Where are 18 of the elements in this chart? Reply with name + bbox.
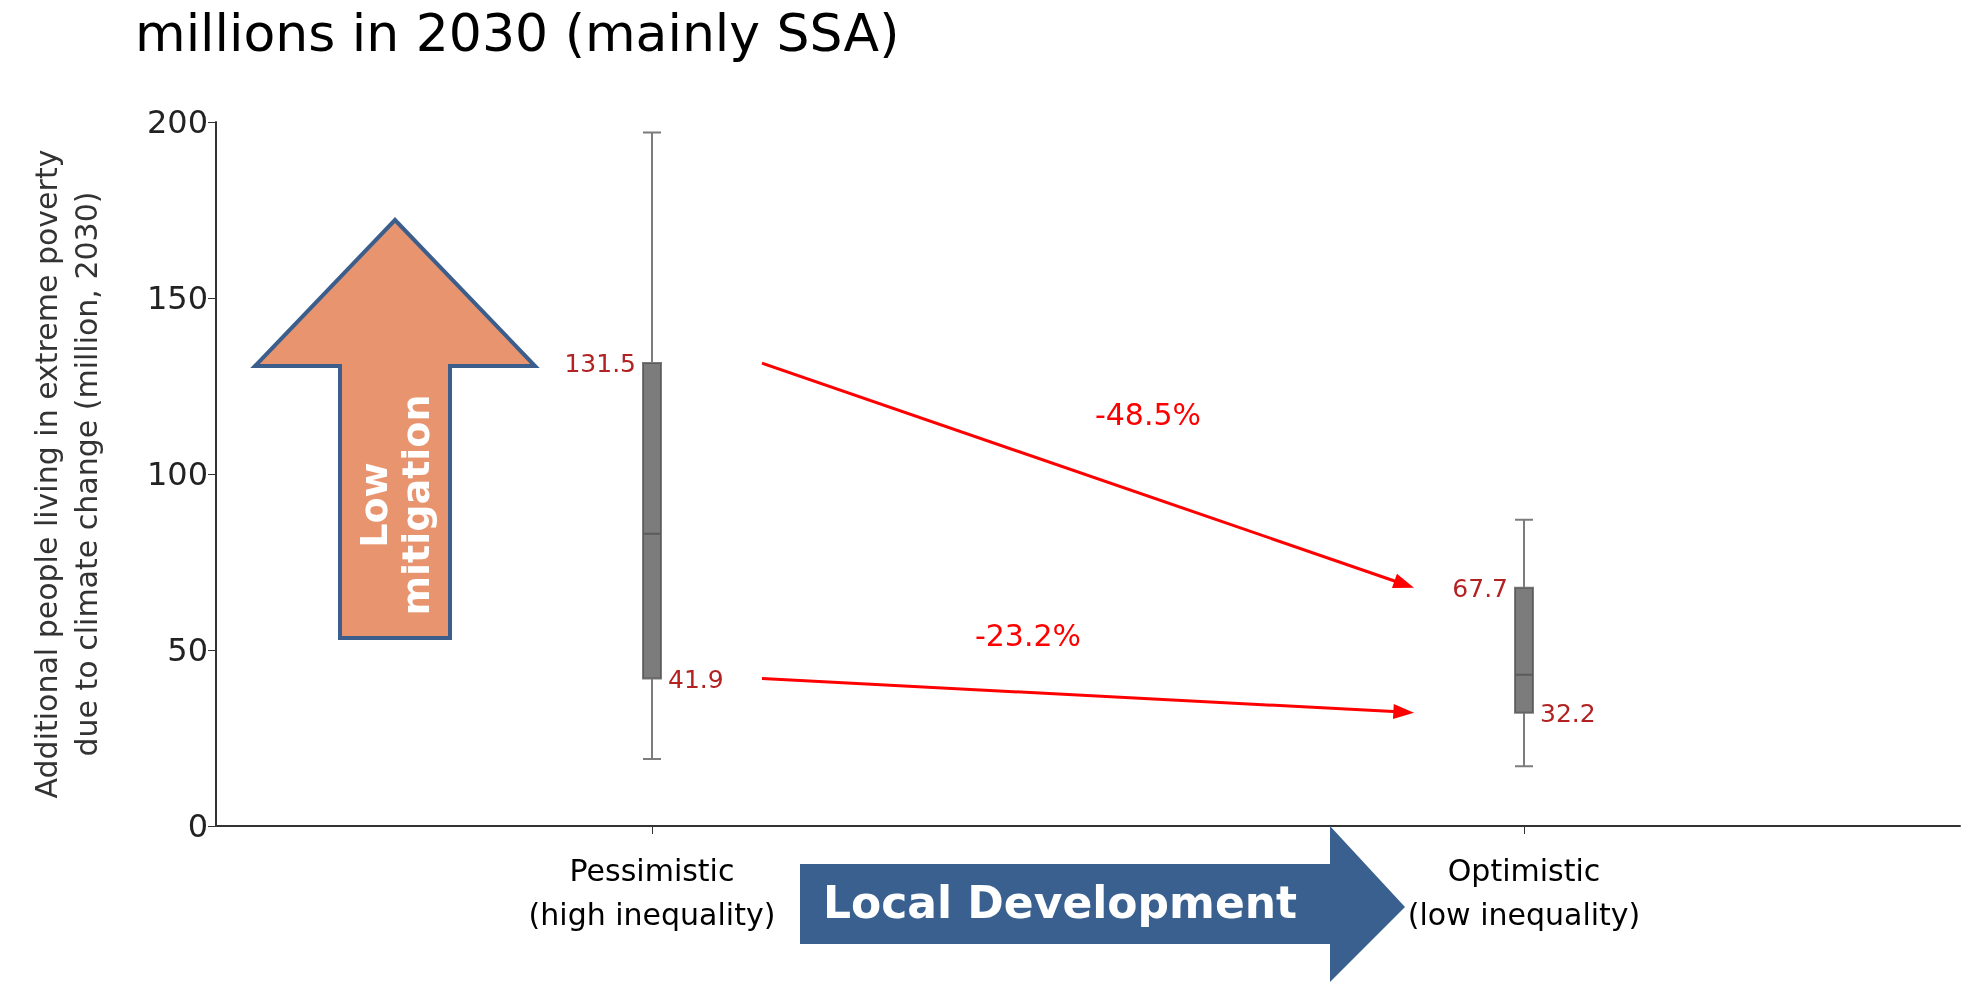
- y-tick-label: 150: [146, 279, 208, 317]
- y-tick-label: 100: [146, 455, 208, 493]
- x-tick-label: Optimistic (low inequality): [1407, 852, 1641, 932]
- annotation: 67.7: [1452, 573, 1508, 603]
- annotation: -23.2%: [974, 617, 1082, 653]
- x-tick-label: Pessimistic (high inequality): [528, 852, 776, 932]
- y-tick-label: 0: [187, 807, 208, 845]
- annotation: Low mitigation: [351, 394, 438, 616]
- chart-title: millions in 2030 (mainly SSA): [135, 3, 900, 63]
- y-tick-label: 50: [167, 631, 208, 669]
- annotation: 32.2: [1540, 698, 1596, 728]
- y-tick-label: 200: [146, 103, 208, 141]
- right-arrow-icon: Local Development: [800, 826, 1405, 982]
- up-arrow-icon: Low mitigation: [250, 217, 540, 640]
- annotation: 41.9: [668, 664, 724, 694]
- annotation: 131.5: [564, 349, 636, 379]
- y-axis-title: Additional people living in extreme poverty due to climate change (million, 2030): [28, 149, 104, 799]
- annotation: -48.5%: [1094, 397, 1202, 433]
